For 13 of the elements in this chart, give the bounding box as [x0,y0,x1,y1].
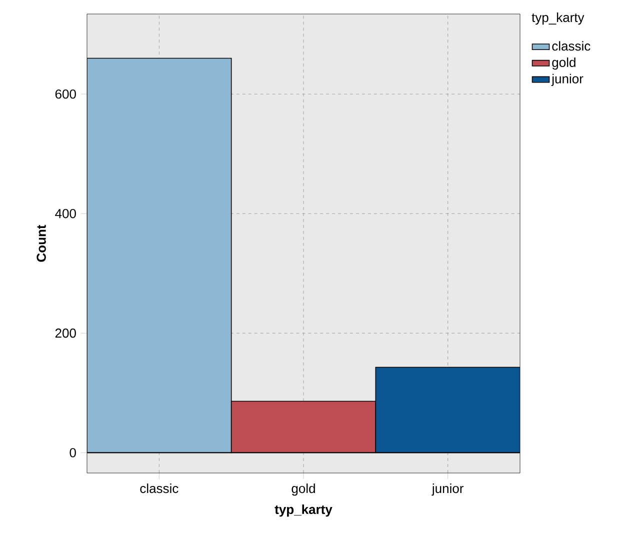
legend-label: gold [552,57,576,70]
legend-label: junior [551,74,584,86]
legend-label: classic [552,41,590,51]
y-tick-label: 0 [70,448,76,458]
y-axis-title: Count [36,224,46,262]
y-tick-label: 600 [55,89,76,99]
y-tick-label: 200 [55,328,76,338]
x-axis-title: typ_karty [274,504,332,517]
legend-title: typ_karty [532,12,584,25]
x-tick-label: gold [292,484,315,496]
y-tick-label: 400 [55,209,76,218]
x-tick-label: junior [432,484,464,496]
x-tick-label: classic [140,484,178,494]
